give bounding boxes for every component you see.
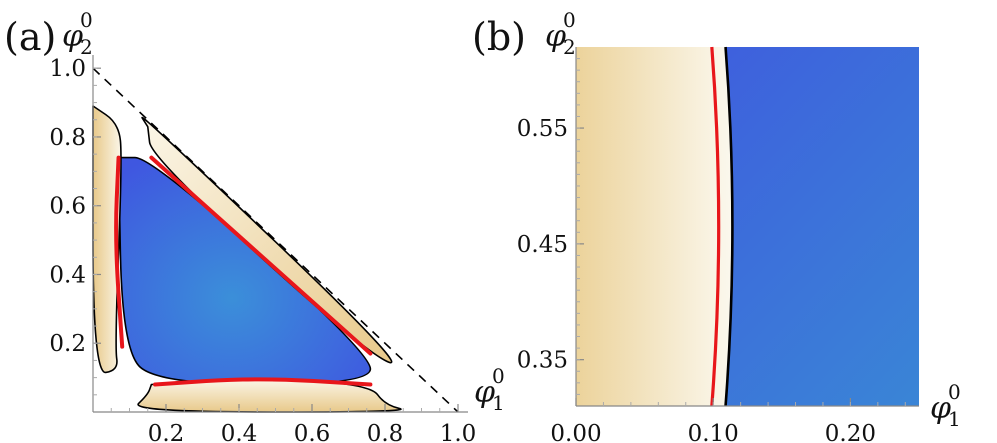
red-boundary-2 <box>153 377 373 387</box>
panel-a-label: (a) <box>4 15 56 59</box>
x-tick-label: 0.8 <box>367 421 404 443</box>
x-tick-label: 0.20 <box>825 421 876 443</box>
panel-b-y-title: φ 0 2 <box>545 8 576 59</box>
red-boundary-0 <box>114 155 125 349</box>
sand-region <box>576 47 733 406</box>
y-tick-label: 0.45 <box>517 232 568 258</box>
y-tick-label: 0.6 <box>49 194 86 220</box>
panel-b-axes: 0.00 0.10 0.20 0.35 0.45 0.55 <box>517 47 919 443</box>
panel-a-x-symbol: φ <box>474 375 495 410</box>
y-tick-label: 0.55 <box>517 116 568 142</box>
panel-a-x-sub: 1 <box>492 391 505 415</box>
panel-b-y-sub: 2 <box>563 35 576 59</box>
panel-b-x-sup: 0 <box>948 380 961 404</box>
panel-a-y-symbol: φ <box>62 19 83 54</box>
panel-b-plot <box>576 46 919 407</box>
panel-b-y-symbol: φ <box>545 19 566 54</box>
x-tick-label: 1.0 <box>440 421 477 443</box>
panel-b-label: (b) <box>472 15 526 59</box>
x-tick-label: 0.4 <box>221 421 258 443</box>
black-boundary <box>724 46 734 407</box>
panel-b: (b) φ 0 2 φ 0 1 0.00 0.10 0.20 0.35 0.45 0.55 <box>472 8 961 443</box>
panel-b-y-sup: 0 <box>563 8 576 32</box>
region-blue-0 <box>117 156 372 386</box>
panel-b-x-sub: 1 <box>948 407 961 431</box>
panel-a-x-sup: 0 <box>492 364 505 388</box>
red-boundary <box>710 46 721 407</box>
panel-a-y-title: φ 0 2 <box>62 8 93 59</box>
x-tick-label: 0.6 <box>294 421 331 443</box>
y-tick-label: 0.35 <box>517 348 568 374</box>
x-tick-label: 0.00 <box>550 421 601 443</box>
y-tick-label: 1.0 <box>49 56 86 82</box>
x-tick-label: 0.2 <box>148 421 185 443</box>
panel-a: (a) φ 0 2 φ 0 1 0.2 0.4 0.6 0.8 1.0 0.2 0.4 0.6… <box>4 8 505 443</box>
x-tick-label: 0.10 <box>688 421 739 443</box>
y-tick-label: 0.2 <box>49 331 86 357</box>
panel-a-boundaries <box>92 67 459 413</box>
panel-a-regions <box>92 105 402 413</box>
panel-a-y-sub: 2 <box>80 35 93 59</box>
panel-b-x-title: φ 0 1 <box>930 380 961 431</box>
region-sand-2 <box>141 116 393 364</box>
panel-a-axes: 0.2 0.4 0.6 0.8 1.0 0.2 0.4 0.6 0.8 1.0 <box>49 55 476 443</box>
panel-a-y-sup: 0 <box>80 8 93 32</box>
y-tick-label: 0.8 <box>49 125 86 151</box>
panel-a-x-title: φ 0 1 <box>474 364 505 415</box>
panel-b-x-symbol: φ <box>930 391 951 426</box>
y-tick-label: 0.4 <box>49 262 86 288</box>
red-boundary-1 <box>149 155 373 356</box>
simplex-dashed-line <box>92 67 459 413</box>
